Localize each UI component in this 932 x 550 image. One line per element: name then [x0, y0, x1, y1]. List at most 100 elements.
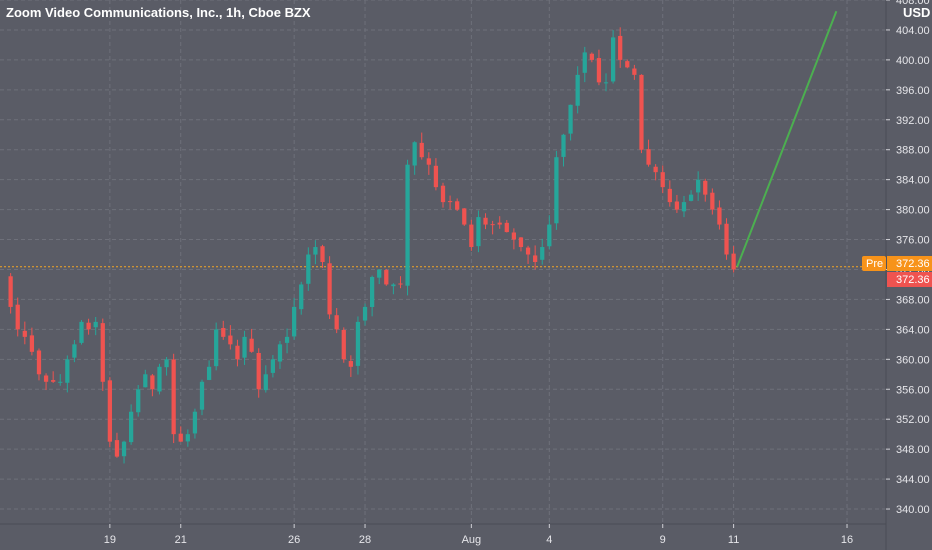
candle-up[interactable] [554, 157, 559, 224]
candle-up[interactable] [362, 306, 368, 321]
candle-up[interactable] [575, 74, 580, 106]
candle-down[interactable] [639, 74, 644, 150]
candle-up[interactable] [214, 329, 219, 367]
candle-up[interactable] [412, 142, 417, 166]
candle-up[interactable] [242, 336, 247, 358]
candle-up[interactable] [681, 202, 687, 212]
candle-down[interactable] [660, 172, 665, 188]
candle-down[interactable] [469, 224, 474, 248]
candle-up[interactable] [270, 359, 276, 373]
candle-up[interactable] [277, 344, 283, 362]
candle-up[interactable] [185, 434, 190, 442]
candle-up[interactable] [284, 336, 290, 343]
candle-down[interactable] [533, 255, 538, 262]
candle-up[interactable] [292, 306, 297, 337]
candle-down[interactable] [249, 338, 254, 352]
candle-down[interactable] [114, 440, 120, 457]
candle-up[interactable] [79, 321, 84, 343]
candle-up[interactable] [263, 374, 268, 391]
candle-down[interactable] [341, 329, 346, 360]
trend-line[interactable] [736, 10, 838, 268]
candle-down[interactable] [327, 263, 332, 315]
candle-up[interactable] [369, 276, 375, 308]
candle-up[interactable] [405, 164, 410, 286]
candle-down[interactable] [724, 223, 729, 255]
candles[interactable] [8, 27, 736, 464]
candle-up[interactable] [199, 381, 205, 410]
candle-down[interactable] [483, 217, 488, 225]
candle-up[interactable] [476, 217, 481, 247]
candle-down[interactable] [29, 335, 35, 352]
candle-up[interactable] [540, 247, 545, 260]
candle-down[interactable] [334, 315, 339, 330]
candle-down[interactable] [348, 361, 353, 367]
candle-down[interactable] [525, 247, 531, 255]
candle-down[interactable] [518, 237, 524, 248]
candle-up[interactable] [121, 441, 127, 457]
candle-down[interactable] [86, 322, 91, 330]
candle-down[interactable] [618, 35, 623, 60]
candle-down[interactable] [22, 330, 27, 337]
candle-down[interactable] [646, 149, 651, 165]
candle-down[interactable] [15, 304, 20, 330]
candle-up[interactable] [313, 247, 318, 255]
candle-down[interactable] [51, 380, 56, 382]
time-axis[interactable]: 19 21 26 28 Aug 4 9 11 16 [104, 524, 853, 546]
candle-up[interactable] [696, 179, 701, 193]
candle-down[interactable] [596, 58, 602, 83]
candle-up[interactable] [377, 269, 382, 278]
candle-up[interactable] [65, 359, 70, 383]
candle-up[interactable] [299, 284, 304, 310]
candle-down[interactable] [228, 335, 233, 345]
candle-down[interactable] [667, 188, 672, 203]
candle-down[interactable] [178, 433, 183, 442]
candle-down[interactable] [717, 207, 722, 225]
candle-down[interactable] [497, 222, 502, 225]
candle-down[interactable] [320, 246, 325, 262]
candle-down[interactable] [43, 375, 49, 382]
candle-down[interactable] [589, 53, 594, 60]
price-axis[interactable]: 340.00 344.00 348.00 352.00 356.00 360.00 364.… [886, 0, 930, 516]
candle-up[interactable] [688, 194, 694, 201]
candle-down[interactable] [171, 359, 176, 435]
candle-down[interactable] [8, 276, 13, 307]
candle-down[interactable] [490, 224, 495, 226]
candle-down[interactable] [100, 323, 105, 382]
candle-down[interactable] [462, 208, 467, 225]
candle-up[interactable] [355, 321, 361, 366]
candle-up[interactable] [561, 134, 566, 157]
candle-up[interactable] [143, 374, 148, 388]
candle-down[interactable] [511, 232, 517, 240]
candle-down[interactable] [256, 352, 261, 390]
candle-down[interactable] [440, 185, 446, 203]
candle-up[interactable] [164, 359, 169, 368]
candle-down[interactable] [433, 165, 439, 188]
candle-down[interactable] [150, 375, 155, 390]
candle-down[interactable] [426, 158, 431, 165]
candle-down[interactable] [703, 180, 708, 195]
candle-down[interactable] [653, 166, 658, 173]
candle-up[interactable] [58, 381, 63, 383]
candle-up[interactable] [157, 366, 162, 392]
candle-down[interactable] [710, 192, 715, 210]
candle-up[interactable] [72, 344, 77, 358]
candle-up[interactable] [192, 411, 198, 434]
candle-up[interactable] [547, 224, 552, 247]
candle-up[interactable] [610, 37, 616, 82]
candle-down[interactable] [107, 380, 112, 442]
candle-up[interactable] [391, 284, 396, 287]
candle-up[interactable] [306, 254, 311, 284]
candle-down[interactable] [221, 328, 226, 337]
trend-line[interactable] [736, 10, 838, 268]
candle-down[interactable] [447, 201, 453, 203]
candle-down[interactable] [36, 350, 42, 375]
candle-down[interactable] [398, 283, 403, 285]
candle-down[interactable] [674, 201, 680, 210]
candle-down[interactable] [235, 345, 240, 360]
candle-down[interactable] [504, 222, 509, 233]
candle-down[interactable] [625, 61, 630, 68]
candle-up[interactable] [206, 366, 212, 380]
candle-up[interactable] [93, 321, 98, 328]
candle-down[interactable] [731, 253, 736, 270]
candle-down[interactable] [632, 68, 637, 75]
